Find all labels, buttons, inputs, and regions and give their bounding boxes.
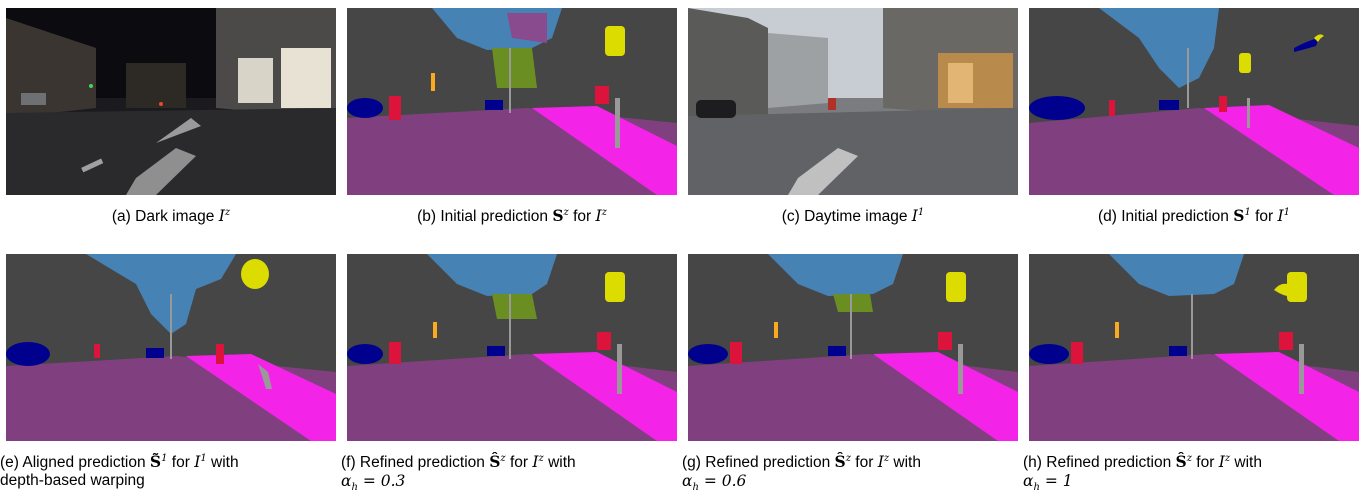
panel-g: (g) Refined prediction Ŝz for Iz with αh… xyxy=(682,254,1018,497)
segmentation-map-aligned xyxy=(6,254,336,441)
segmentation-map-refined-06 xyxy=(688,254,1018,441)
dark-night-street-photo xyxy=(6,8,336,195)
panel-e: (e) Aligned prediction S̃1 for I1 with d… xyxy=(0,254,336,490)
panel-d: (d) Initial prediction S1 for I1 xyxy=(1029,8,1359,226)
caption-g: (g) Refined prediction Ŝz for Iz with αh… xyxy=(682,452,921,494)
panel-a: (a) Dark image Iz xyxy=(6,8,336,226)
panel-h: (h) Refined prediction Ŝz for Iz with αh… xyxy=(1023,254,1359,497)
panel-c: (c) Daytime image I1 xyxy=(688,8,1018,226)
segmentation-map-refined-03 xyxy=(347,254,677,441)
caption-d: (d) Initial prediction S1 for I1 xyxy=(1097,206,1291,226)
segmentation-map-initial-day xyxy=(1029,8,1359,195)
segmentation-map-refined-1 xyxy=(1029,254,1359,441)
daytime-street-photo xyxy=(688,8,1018,195)
caption-f: (f) Refined prediction Ŝz for Iz with αh… xyxy=(341,452,576,494)
caption-c: (c) Daytime image I1 xyxy=(781,207,925,226)
caption-b: (b) Initial prediction Sz for Iz xyxy=(417,206,607,226)
panel-f: (f) Refined prediction Ŝz for Iz with αh… xyxy=(341,254,677,497)
segmentation-map-initial-dark xyxy=(347,8,677,195)
caption-a: (a) Dark image Iz xyxy=(111,207,231,226)
caption-h: (h) Refined prediction Ŝz for Iz with αh… xyxy=(1023,452,1262,494)
caption-e: (e) Aligned prediction S̃1 for I1 with d… xyxy=(0,452,239,490)
panel-b: (b) Initial prediction Sz for Iz xyxy=(347,8,677,226)
